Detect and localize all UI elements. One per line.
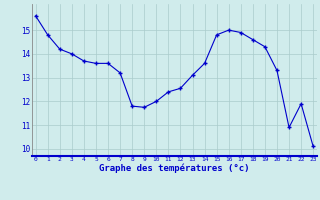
X-axis label: Graphe des températures (°c): Graphe des températures (°c) [99,164,250,173]
